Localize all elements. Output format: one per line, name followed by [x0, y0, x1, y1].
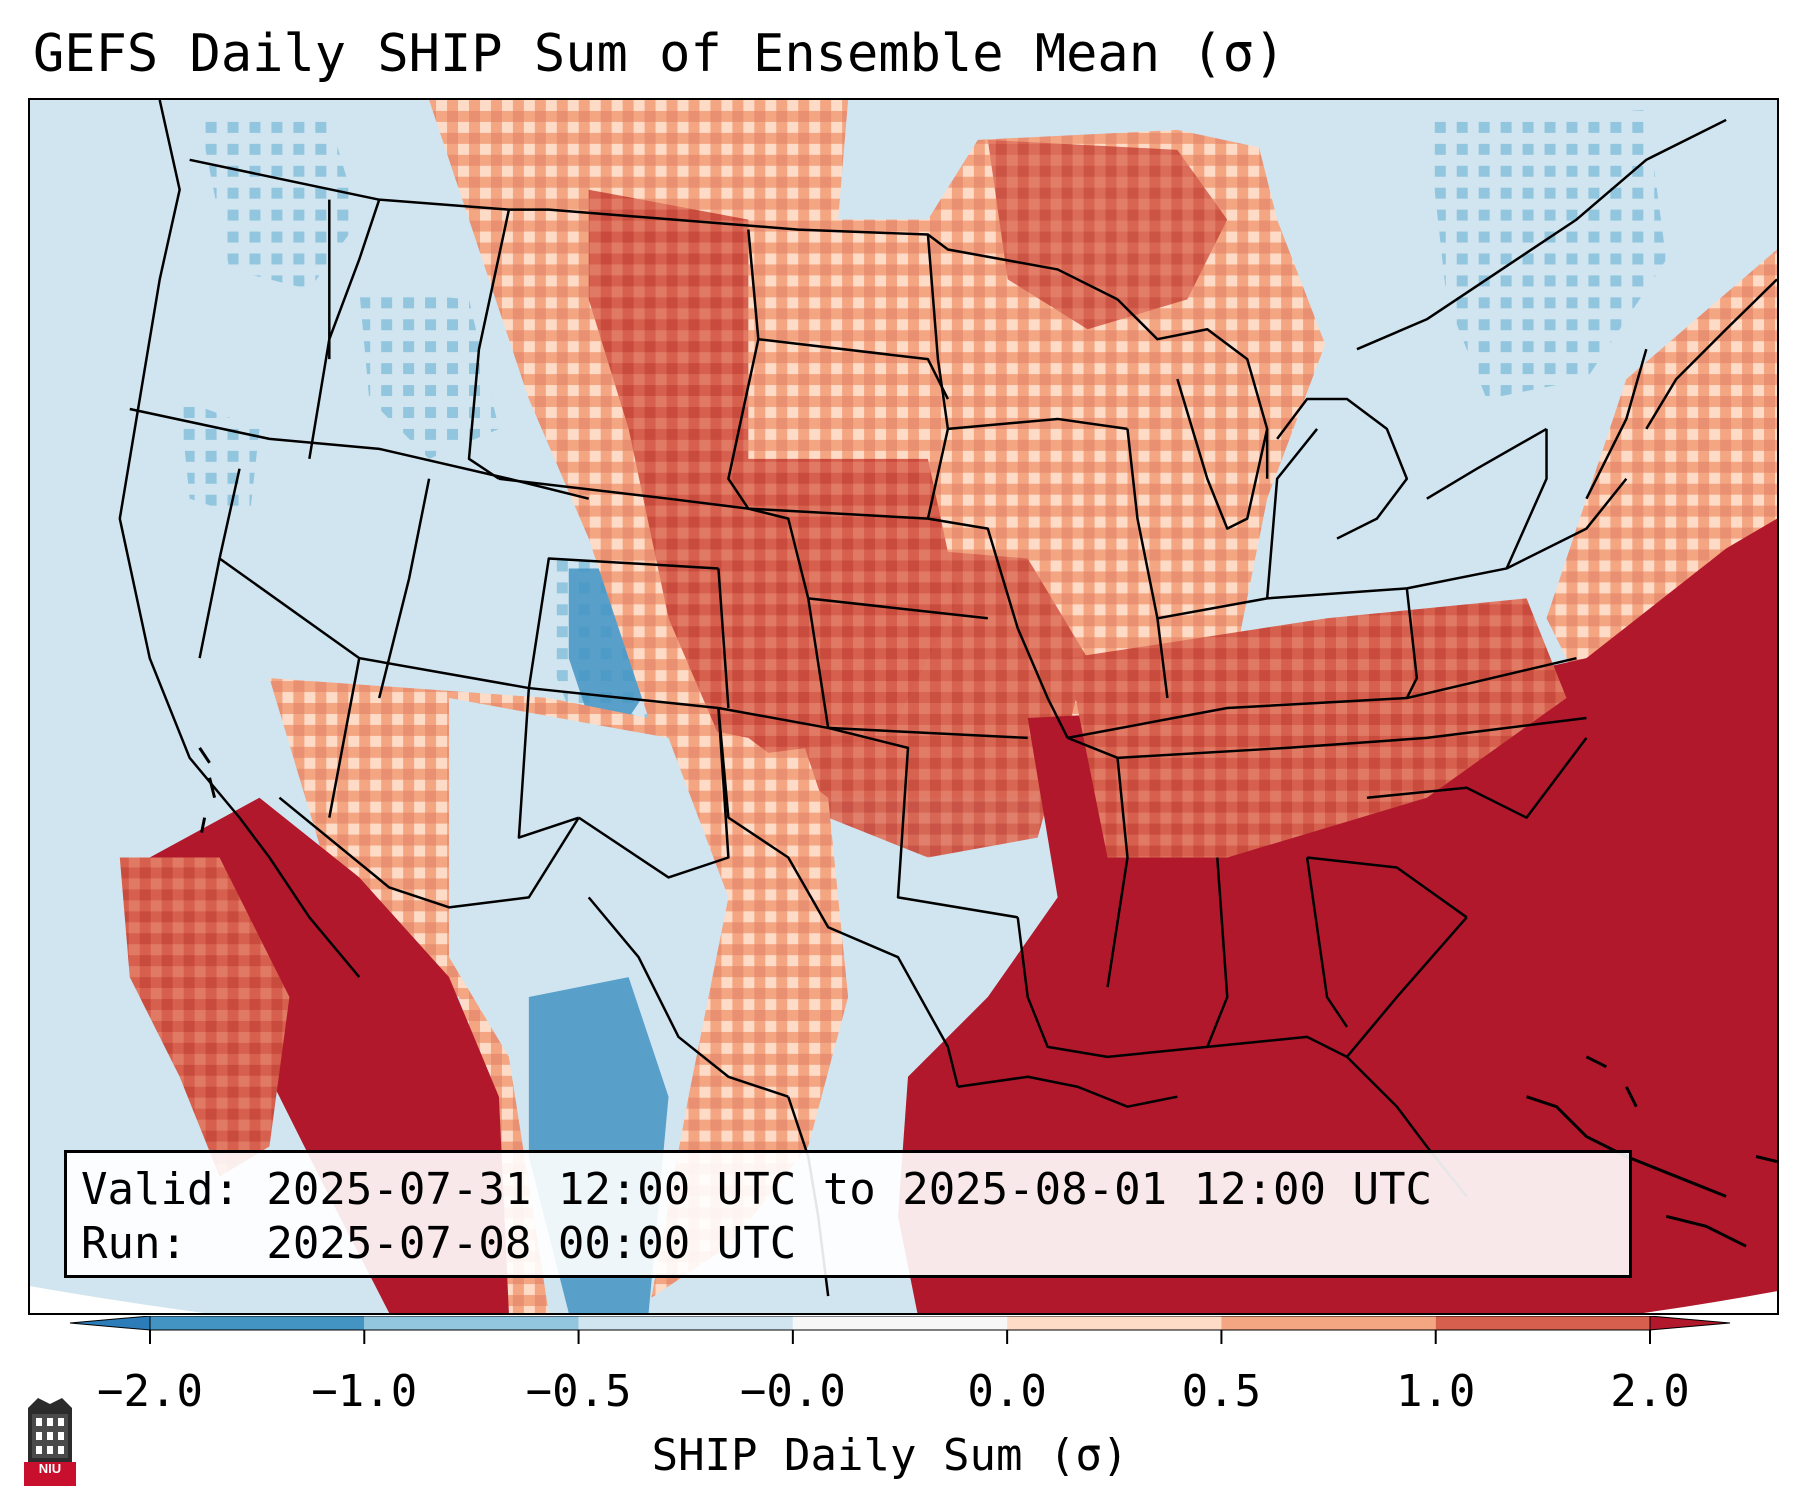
colorbar-tick-label: 0.5	[1181, 1366, 1262, 1417]
colorbar-tick-label: −1.0	[311, 1366, 418, 1417]
valid-time-line: Valid: 2025-07-31 12:00 UTC to 2025-08-0…	[81, 1164, 1433, 1215]
colorbar-segment	[1435, 1316, 1650, 1330]
niu-logo: NIU	[20, 1392, 80, 1486]
colorbar-extend-low	[69, 1316, 151, 1331]
ship-map	[30, 100, 1777, 1313]
colorbar-extend-high	[1649, 1316, 1731, 1331]
region-northeast-blue	[1426, 109, 1667, 400]
region-central-red	[788, 538, 1088, 858]
niu-logo-text: NIU	[38, 1461, 62, 1476]
colorbar-tick-label: −2.0	[97, 1366, 203, 1417]
colorbar-segment	[150, 1316, 365, 1330]
colorbar	[69, 1316, 1731, 1344]
region-southeast-red-texture	[1067, 598, 1567, 858]
colorbar-segment	[1221, 1316, 1436, 1330]
map-panel	[28, 98, 1779, 1315]
niu-logo-graphic	[24, 1398, 76, 1486]
colorbar-outline	[149, 1316, 1651, 1331]
map-title: GEFS Daily SHIP Sum of Ensemble Mean (σ)	[33, 24, 1286, 84]
colorbar-tick-label: −0.5	[525, 1366, 632, 1417]
region-west-blue-patches	[179, 119, 669, 758]
colorbar-segment	[364, 1316, 579, 1330]
colorbar-tick-label: −0.0	[739, 1366, 846, 1417]
run-time-line: Run: 2025-07-08 00:00 UTC	[81, 1218, 797, 1269]
coastline-islands	[198, 747, 1777, 1248]
region-upper-midwest-red	[987, 139, 1228, 330]
colorbar-tick-label: 2.0	[1610, 1366, 1690, 1417]
colorbar-label: SHIP Daily Sum (σ)	[651, 1430, 1129, 1481]
valid-run-info-box: Valid: 2025-07-31 12:00 UTC to 2025-08-0…	[64, 1150, 1632, 1278]
colorbar-tick-label: 1.0	[1395, 1366, 1476, 1417]
colorbar-tick-label: 0.0	[967, 1366, 1047, 1417]
colorbar-segment	[792, 1316, 1008, 1330]
colorbar-segment	[578, 1316, 793, 1330]
region-pacific-red	[119, 857, 290, 1177]
colorbar-segment	[1007, 1316, 1222, 1330]
